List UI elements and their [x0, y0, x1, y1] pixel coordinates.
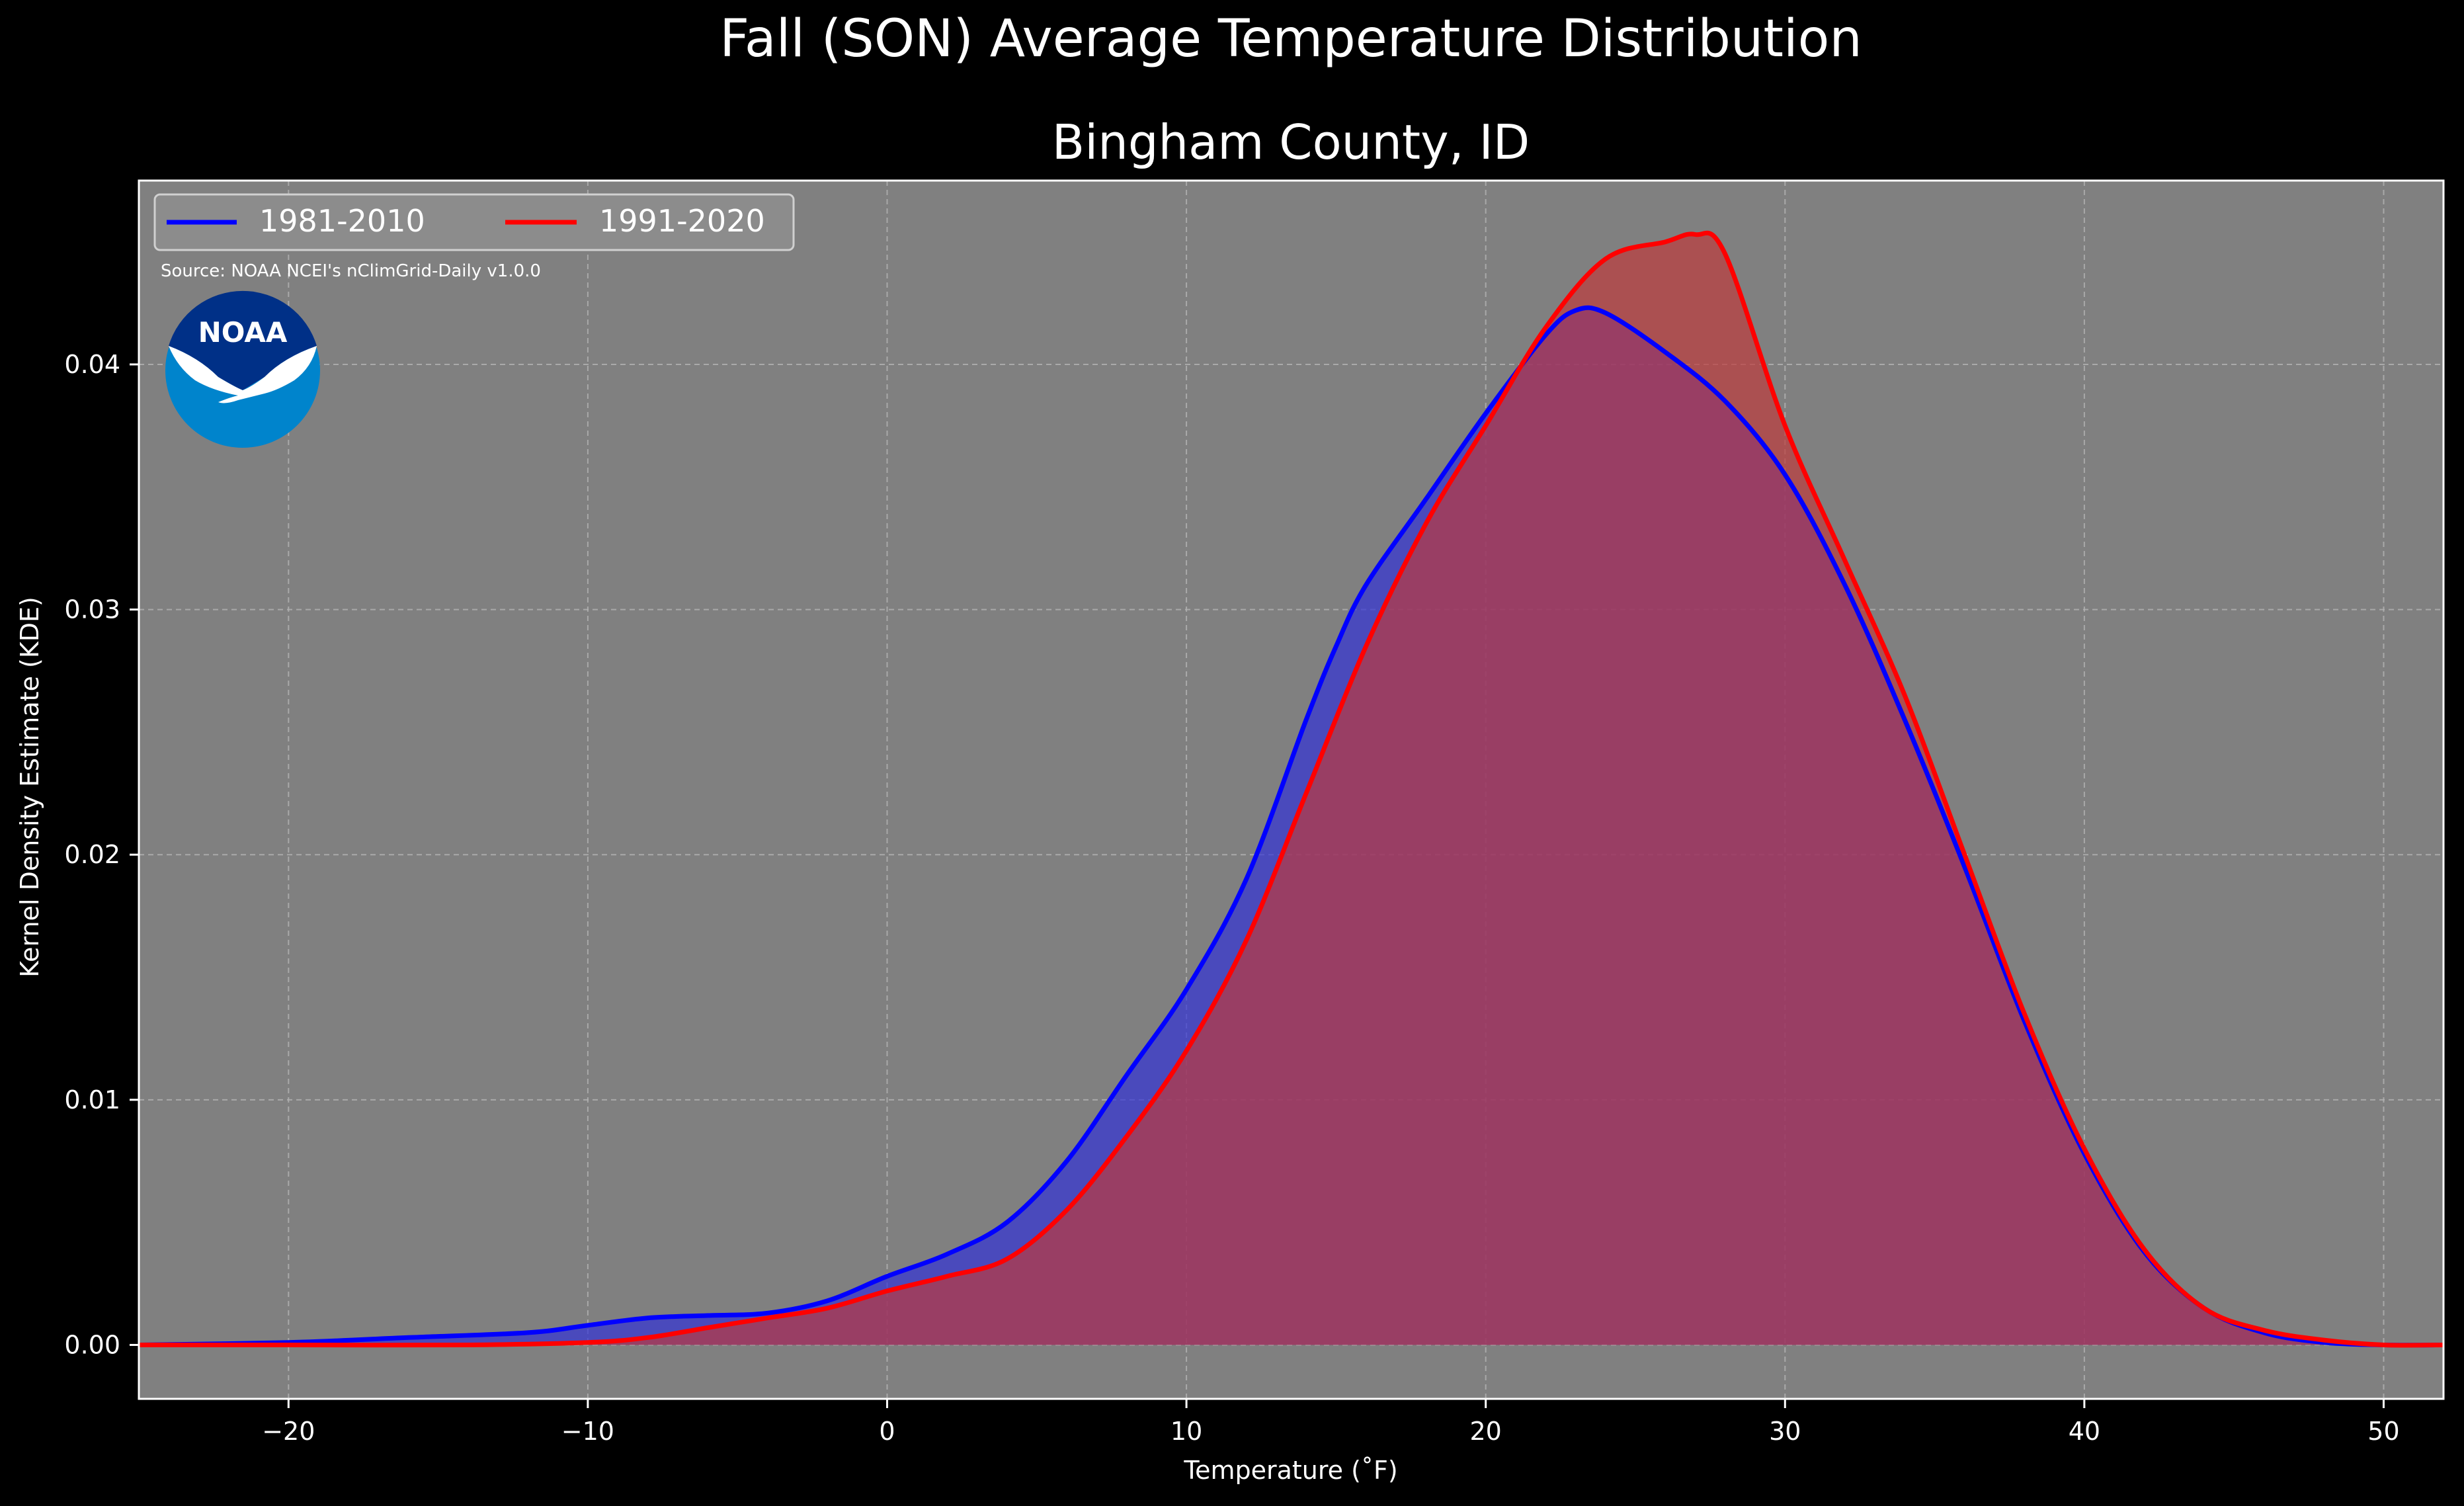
source-note: Source: NOAA NCEI's nClimGrid-Daily v1.0…: [161, 261, 541, 281]
x-tick-label: 10: [1170, 1417, 1202, 1446]
legend: 1981-2010 1991-2020: [153, 193, 795, 251]
x-tick-label: −10: [561, 1417, 614, 1446]
legend-label-1991-2020: 1991-2020: [599, 203, 765, 239]
noaa-logo-dark-top: [169, 290, 317, 390]
x-tick-label: 50: [2367, 1417, 2399, 1446]
y-axis: 0.00 0.01 0.02 0.03 0.04: [64, 350, 139, 1359]
x-tick-label: 0: [879, 1417, 895, 1446]
x-tick-label: −20: [262, 1417, 315, 1446]
noaa-logo-icon: NOAA: [165, 290, 320, 448]
legend-box: [153, 193, 795, 251]
axes-frame: [138, 179, 2445, 1400]
x-tick-label: 40: [2069, 1417, 2100, 1446]
x-tick-label: 20: [1470, 1417, 1502, 1446]
y-tick-label: 0.00: [64, 1330, 120, 1359]
noaa-logo-gull: [169, 346, 317, 403]
legend-label-1981-2010: 1981-2010: [259, 203, 425, 239]
y-tick-label: 0.04: [64, 350, 120, 379]
line-1981-2010: [138, 305, 2444, 1348]
y-tick-label: 0.03: [64, 595, 120, 624]
y-axis-label: Kernel Density Estimate (KDE): [15, 597, 44, 978]
area-1991-2020: [139, 233, 2443, 1346]
chart-subtitle: Bingham County, ID: [1052, 114, 1530, 170]
x-tick-label: 30: [1769, 1417, 1801, 1446]
chart-title: Fall (SON) Average Temperature Distribut…: [719, 9, 1862, 69]
x-axis: −20 −10 0 10 20 30 40 50: [262, 1399, 2400, 1446]
plot-area: [138, 181, 2444, 1399]
y-tick-label: 0.01: [64, 1085, 120, 1114]
line-1991-2020: [139, 230, 2444, 1348]
x-axis-label: Temperature (˚F): [1183, 1456, 1397, 1485]
noaa-logo-text: NOAA: [198, 316, 288, 349]
y-tick-label: 0.02: [64, 840, 120, 869]
